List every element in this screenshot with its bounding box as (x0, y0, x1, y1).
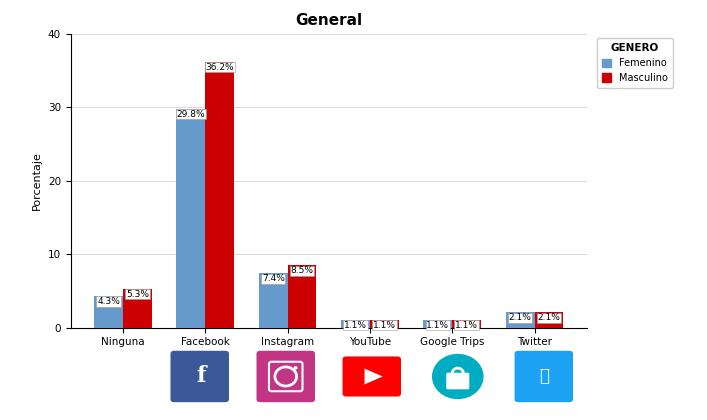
Text: 4.3%: 4.3% (97, 297, 120, 306)
FancyBboxPatch shape (515, 351, 573, 402)
Bar (506, 312, 534, 328)
Bar (259, 273, 288, 328)
Text: 1.1%: 1.1% (455, 320, 478, 330)
Text: 7.4%: 7.4% (262, 274, 285, 284)
Text: 36.2%: 36.2% (205, 63, 234, 72)
Bar (423, 320, 452, 328)
FancyBboxPatch shape (342, 357, 401, 396)
Title: General: General (296, 13, 362, 28)
Circle shape (293, 366, 298, 370)
Bar (205, 61, 234, 328)
Bar (94, 296, 123, 328)
Text: 1.1%: 1.1% (426, 320, 450, 330)
Text: f: f (197, 365, 206, 388)
Text: 29.8%: 29.8% (177, 110, 205, 119)
Bar (341, 320, 370, 328)
Circle shape (432, 354, 484, 399)
Bar (288, 265, 317, 328)
Text: 🐦: 🐦 (539, 368, 549, 386)
Bar (452, 320, 481, 328)
Text: 8.5%: 8.5% (291, 266, 313, 275)
Legend: Femenino, Masculino: Femenino, Masculino (597, 39, 673, 88)
Bar (177, 108, 205, 328)
FancyBboxPatch shape (257, 351, 315, 402)
FancyBboxPatch shape (446, 373, 469, 389)
Text: 2.1%: 2.1% (537, 313, 561, 322)
Text: 2.1%: 2.1% (509, 313, 532, 322)
Bar (123, 289, 152, 328)
Bar (534, 312, 563, 328)
Y-axis label: Porcentaje: Porcentaje (33, 151, 42, 210)
Bar (370, 320, 399, 328)
FancyBboxPatch shape (170, 351, 229, 402)
Text: 1.1%: 1.1% (344, 320, 367, 330)
Text: 5.3%: 5.3% (126, 290, 149, 299)
Text: 1.1%: 1.1% (373, 320, 396, 330)
Polygon shape (365, 369, 382, 384)
